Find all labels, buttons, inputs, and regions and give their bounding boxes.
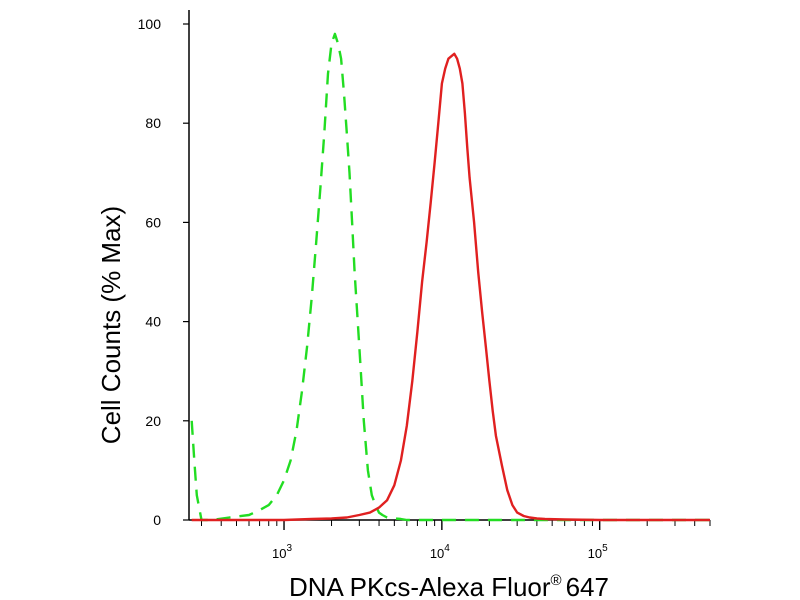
series-line-dashed — [190, 32, 710, 522]
x-tick-label: 104 — [430, 543, 450, 561]
x-axis-title-suffix: 647 — [566, 572, 609, 600]
y-tick-label: 80 — [145, 115, 161, 131]
x-tick-label-exponent: 5 — [602, 543, 608, 554]
x-tick-label-exponent: 4 — [444, 543, 450, 554]
y-tick-label: 40 — [145, 314, 161, 330]
x-axis-ticks: 103 104 105 — [200, 520, 711, 561]
x-tick-label-base: 10 — [588, 546, 602, 561]
x-axis-title: DNA PKcs-Alexa Fluor® 647 — [289, 572, 609, 600]
x-tick-label: 103 — [272, 543, 292, 561]
x-tick-label-base: 10 — [430, 546, 444, 561]
y-tick-label: 20 — [145, 413, 161, 429]
y-tick-label: 60 — [145, 214, 161, 230]
y-axis-title: Cell Counts (% Max) — [96, 206, 126, 444]
x-tick-label: 105 — [588, 543, 608, 561]
y-tick-label: 0 — [153, 512, 161, 528]
x-tick-label-base: 10 — [272, 546, 286, 561]
x-axis-title-main: DNA PKcs-Alexa Fluor — [289, 572, 551, 600]
series-line-solid — [191, 52, 710, 522]
series-layer — [190, 32, 710, 522]
x-axis-title-superscript: ® — [551, 572, 562, 589]
y-axis-ticks: 0 20 40 60 80 100 — [138, 16, 189, 528]
y-tick-label: 100 — [138, 16, 162, 32]
x-tick-label-exponent: 3 — [286, 543, 292, 554]
